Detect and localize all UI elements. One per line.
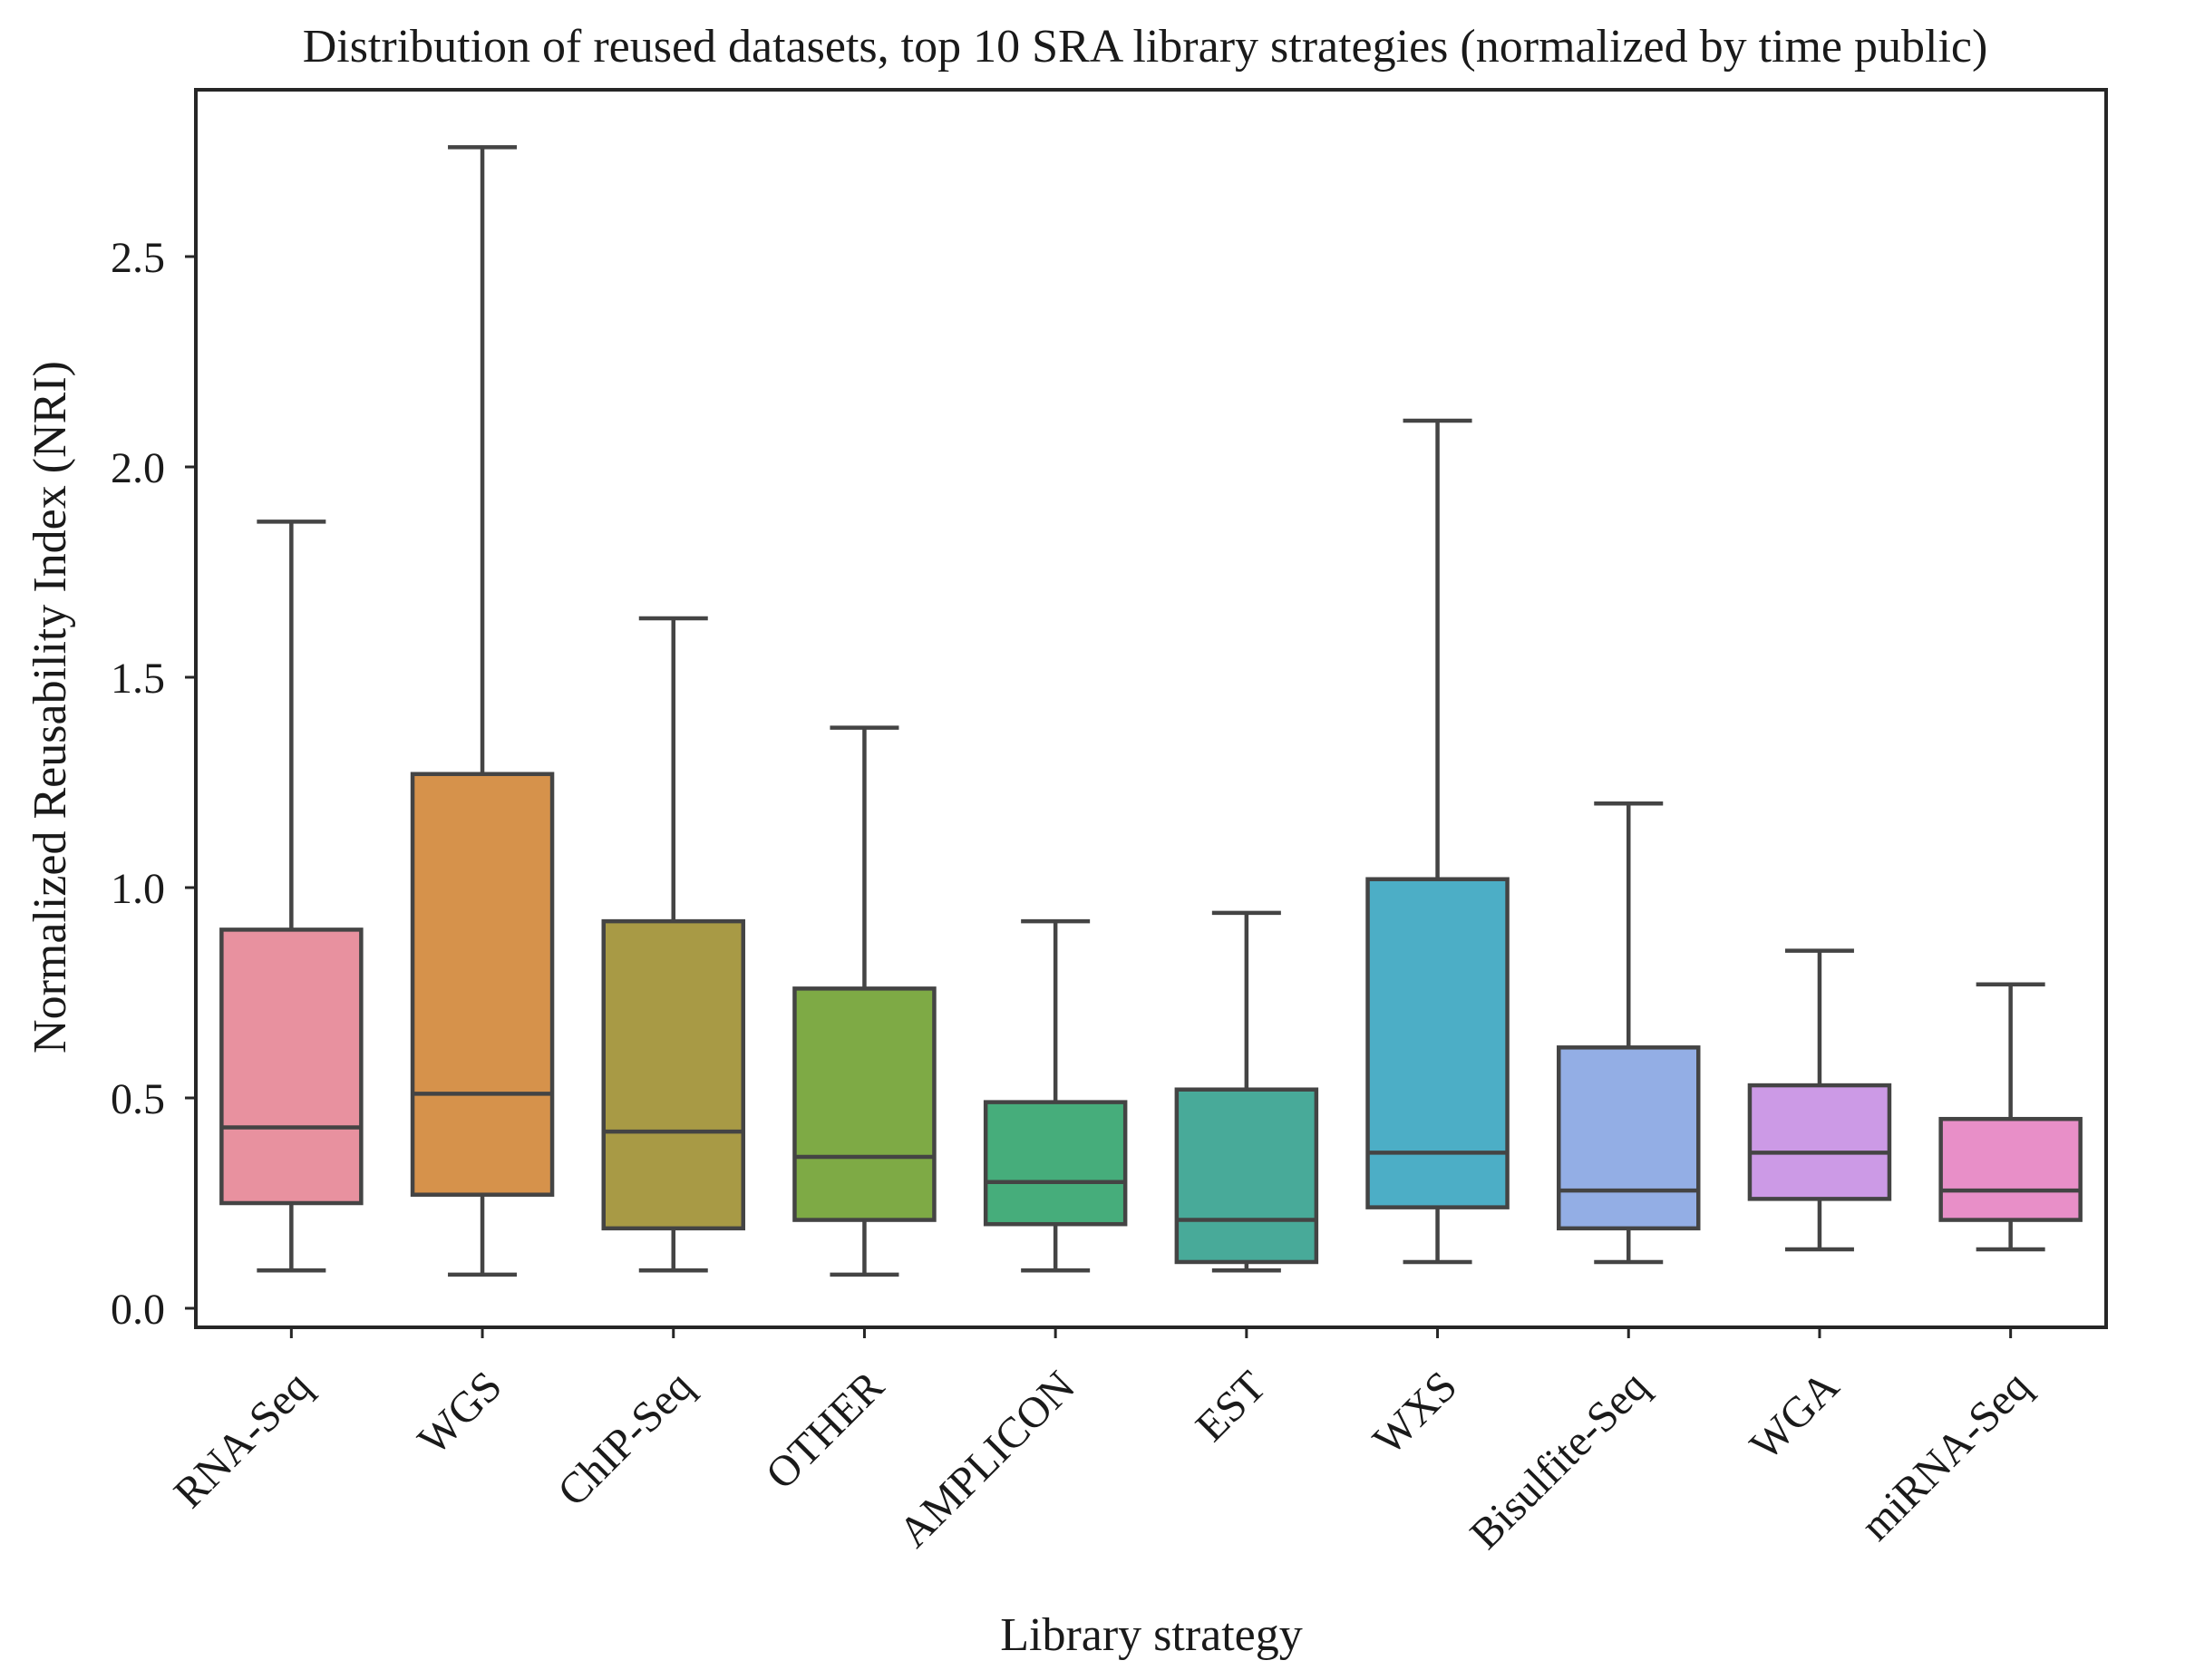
x-tick-label-2: ChIP-Seq	[549, 1362, 702, 1515]
box-group-chip-seq	[601, 616, 745, 1273]
box-group-mirna-seq	[1938, 982, 2083, 1252]
plot-area: 0.0 0.5 1.0 1.5 2.0 2.5 RNA-Seq WGS ChIP-Seq OTHE…	[111, 145, 2083, 1559]
box-group-wga	[1747, 948, 1892, 1252]
x-tick-label-9: miRNA-Seq	[1851, 1362, 2039, 1549]
box-group-est	[1174, 910, 1319, 1273]
x-tick-label-0: RNA-Seq	[165, 1362, 320, 1517]
x-tick-label-4: AMPLICON	[889, 1362, 1084, 1557]
iqr-box	[219, 927, 364, 1206]
x-tick-label-7: Bisulfite-Seq	[1461, 1362, 1657, 1559]
iqr-box	[792, 986, 937, 1222]
x-axis-label: Library strategy	[1000, 1609, 1303, 1661]
x-tick-label-5: EST	[1187, 1362, 1276, 1451]
y-tick-label-1: 0.5	[111, 1075, 165, 1123]
y-axis-label: Normalized Reusability Index (NRI)	[24, 361, 76, 1054]
plot-frame	[194, 88, 2108, 1329]
y-tick-label-5: 2.5	[111, 234, 165, 282]
iqr-box	[1365, 877, 1510, 1209]
iqr-box	[1174, 1087, 1319, 1265]
y-tick-label-2: 1.0	[111, 865, 165, 913]
box-group-bisulfite-seq	[1557, 801, 1701, 1265]
x-tick-label-6: WXS	[1364, 1362, 1466, 1464]
x-tick-label-8: WGA	[1741, 1362, 1849, 1470]
iqr-box	[410, 772, 555, 1197]
x-tick-label-3: OTHER	[757, 1362, 894, 1499]
chart-title: Distribution of reused datasets, top 10 …	[303, 21, 1988, 73]
y-tick-label-4: 2.0	[111, 444, 165, 492]
box-group-rna-seq	[219, 520, 364, 1273]
y-tick-label-3: 1.5	[111, 655, 165, 703]
box-group-wxs	[1365, 418, 1510, 1265]
box-group-amplicon	[983, 918, 1128, 1273]
iqr-box	[1938, 1116, 2083, 1222]
iqr-box	[601, 918, 745, 1231]
iqr-box	[1747, 1083, 1892, 1201]
x-tick-label-1: WGS	[409, 1362, 511, 1464]
iqr-box	[983, 1100, 1128, 1227]
box-group-wgs	[410, 145, 555, 1277]
box-group-other	[792, 725, 937, 1277]
iqr-box	[1557, 1045, 1701, 1231]
y-tick-label-0: 0.0	[111, 1286, 165, 1334]
